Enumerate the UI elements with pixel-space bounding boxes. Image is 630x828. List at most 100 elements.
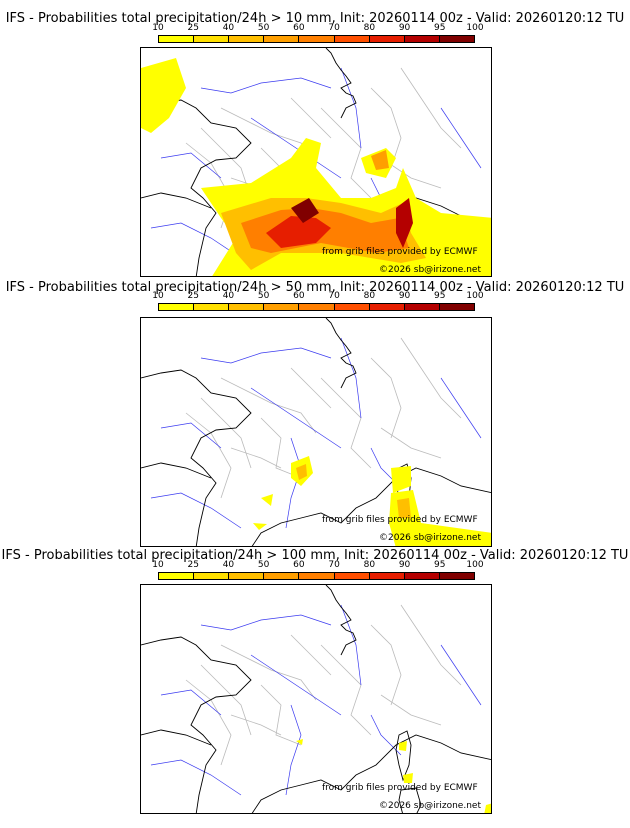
colorbar: 10 25 40 50 60 70 80 90 95 100 (152, 291, 484, 312)
map-svg (141, 585, 491, 813)
river (370, 714, 402, 756)
colorbar-tick-label: 70 (328, 291, 340, 301)
map-svg (141, 318, 491, 546)
colorbar-tick-label: 50 (257, 23, 270, 33)
colorbar-scale (158, 303, 475, 311)
colorbar-swatch (369, 36, 405, 42)
river (200, 77, 332, 94)
region-border (200, 397, 252, 469)
colorbar-tick-label: 60 (293, 23, 305, 33)
river (440, 644, 482, 706)
region-border (370, 357, 402, 439)
colorbar: 10 25 40 50 60 70 80 90 95 100 (152, 560, 484, 581)
map-panel-3: from grib files provided by ECMWF ©2026 … (140, 584, 492, 814)
colorbar-swatch (439, 36, 474, 42)
colorbar-ticks: 10 25 40 50 60 70 80 90 95 100 (152, 560, 483, 570)
region-border (290, 367, 332, 409)
colorbar-swatch (369, 304, 405, 310)
colorbar-ticks: 10 25 40 50 60 70 80 90 95 100 (152, 291, 483, 301)
river (150, 759, 242, 796)
colorbar-swatch (299, 573, 335, 579)
coastline (141, 729, 212, 746)
river (160, 422, 222, 449)
region-border (370, 87, 402, 169)
river (200, 347, 332, 364)
region-border (400, 604, 462, 686)
colorbar-tick-label: 80 (363, 23, 376, 33)
region-border (260, 684, 302, 746)
colorbar-tick-label: 10 (152, 291, 164, 301)
map-panel-1: from grib files provided by ECMWF ©2026 … (140, 47, 492, 277)
colorbar-swatch (334, 304, 370, 310)
colorbar-tick-label: 90 (398, 291, 411, 301)
colorbar-tick-label: 95 (434, 560, 446, 570)
colorbar-swatch (264, 36, 300, 42)
coastline (141, 192, 212, 209)
colorbar-swatch (334, 36, 370, 42)
region-border (200, 127, 252, 199)
colorbar-scale (158, 35, 475, 43)
colorbar-tick-label: 95 (434, 291, 446, 301)
map-panel-2: from grib files provided by ECMWF ©2026 … (140, 317, 492, 547)
river (150, 492, 242, 529)
river (250, 387, 342, 449)
colorbar-tick-label: 60 (293, 291, 305, 301)
region-border (320, 644, 372, 736)
colorbar-tick-label: 100 (466, 291, 484, 301)
region-border (400, 67, 462, 149)
source-credit: from grib files provided by ECMWF (322, 515, 478, 525)
source-credit: from grib files provided by ECMWF (322, 247, 478, 257)
panel-title: IFS - Probabilities total precipitation/… (5, 11, 625, 26)
region-border (380, 427, 442, 459)
colorbar-tick-label: 25 (187, 23, 199, 33)
map-svg (141, 48, 491, 276)
region-border (200, 664, 252, 736)
colorbar-tick-label: 40 (222, 291, 235, 301)
colorbar-swatch (334, 573, 370, 579)
colorbar-swatch (404, 573, 440, 579)
coastline (141, 318, 491, 546)
colorbar-swatch (369, 573, 405, 579)
river (160, 689, 222, 716)
colorbar-swatch (194, 304, 230, 310)
river (285, 704, 302, 796)
colorbar-tick-label: 40 (222, 560, 235, 570)
colorbar-swatch (404, 36, 440, 42)
colorbar-swatch (264, 573, 300, 579)
coastline (141, 462, 212, 479)
river (440, 377, 482, 439)
region-border (290, 97, 332, 139)
colorbar-tick-label: 90 (398, 560, 411, 570)
region-border (230, 714, 282, 736)
region-border (185, 412, 232, 499)
colorbar-tick-label: 25 (187, 291, 199, 301)
colorbar-tick-label: 60 (293, 560, 305, 570)
panel-title: IFS - Probabilities total precipitation/… (5, 280, 625, 295)
colorbar-tick-label: 10 (152, 560, 164, 570)
river (250, 654, 342, 716)
precip-field (141, 58, 491, 276)
precip-field (253, 456, 491, 546)
colorbar-swatch (439, 304, 474, 310)
colorbar-tick-label: 100 (466, 560, 484, 570)
colorbar-swatch (159, 304, 195, 310)
colorbar-tick-label: 90 (398, 23, 411, 33)
colorbar-tick-label: 95 (434, 23, 446, 33)
river (340, 337, 362, 419)
coastline (141, 585, 491, 813)
panel-title: IFS - Probabilities total precipitation/… (1, 548, 629, 563)
river (340, 67, 362, 149)
colorbar-scale (158, 572, 475, 580)
river (160, 152, 222, 179)
colorbar-swatch (194, 573, 230, 579)
region-border (185, 679, 232, 766)
region-border (290, 634, 332, 676)
colorbar-swatch (404, 304, 440, 310)
river (440, 107, 482, 169)
colorbar-tick-label: 10 (152, 23, 164, 33)
coastline (395, 730, 412, 782)
colorbar-swatch (159, 573, 195, 579)
river (200, 614, 332, 631)
precip-field (296, 739, 491, 813)
coastline (398, 787, 422, 813)
